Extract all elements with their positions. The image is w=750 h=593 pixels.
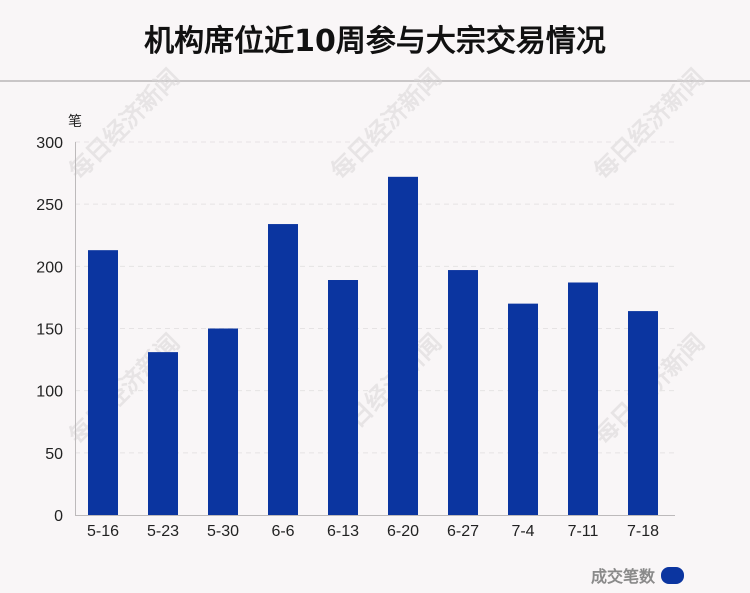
bar <box>628 311 658 515</box>
y-tick-label: 100 <box>36 384 63 401</box>
bar <box>328 280 358 515</box>
y-tick-label: 0 <box>54 508 63 525</box>
x-tick-label: 6-27 <box>447 523 479 540</box>
bar <box>568 282 598 515</box>
bar <box>208 328 238 515</box>
bar <box>148 352 178 515</box>
bar-series <box>88 176 658 516</box>
x-tick-label: 7-11 <box>568 523 599 540</box>
x-tick-label: 7-18 <box>627 523 659 540</box>
bar <box>448 270 478 515</box>
x-tick-label: 5-23 <box>147 523 179 540</box>
legend: 成交笔数 <box>591 563 684 587</box>
x-axis-ticks: 5-16 5-23 5-30 6-6 6-13 6-20 6-27 7-4 7-11 7-18 <box>87 523 659 540</box>
watermark-text: 每日经济新闻 <box>589 64 711 186</box>
legend-label: 成交笔数 <box>590 567 655 586</box>
title-divider <box>0 80 750 82</box>
watermark-text: 每日经济新闻 <box>64 64 186 186</box>
bar <box>508 303 538 515</box>
x-tick-label: 6-6 <box>271 523 294 540</box>
watermark-text: 每日经济新闻 <box>326 64 448 186</box>
x-tick-label: 5-16 <box>87 523 119 540</box>
x-tick-label: 6-13 <box>327 523 359 540</box>
x-tick-label: 5-30 <box>207 523 239 540</box>
chart-title: 机构席位近10周参与大宗交易情况 <box>144 24 606 59</box>
y-tick-label: 250 <box>36 197 63 214</box>
y-tick-label: 150 <box>36 322 63 339</box>
y-tick-label: 300 <box>36 135 63 152</box>
legend-swatch <box>661 566 684 584</box>
bar <box>268 224 298 515</box>
y-axis-ticks: 0 50 100 150 200 250 300 <box>36 135 63 525</box>
x-tick-label: 7-4 <box>511 523 534 540</box>
bar <box>388 176 418 515</box>
bar <box>88 250 118 516</box>
y-tick-label: 200 <box>36 259 63 276</box>
y-tick-label: 50 <box>45 446 63 463</box>
x-tick-label: 6-20 <box>387 523 419 540</box>
y-axis-unit-label: 笔 <box>68 114 82 130</box>
